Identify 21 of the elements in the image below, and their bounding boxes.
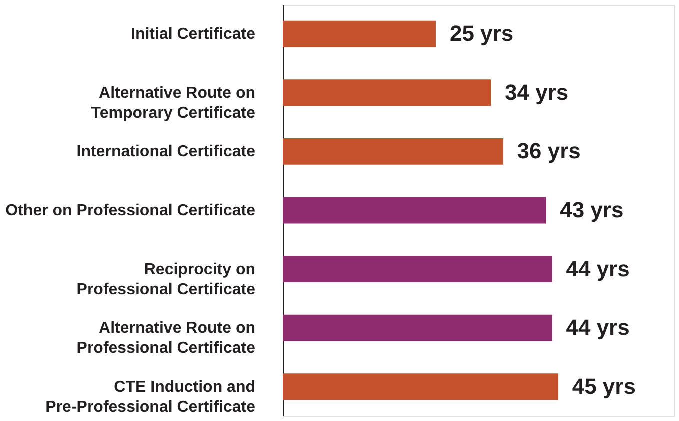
data-label: 44 yrs: [566, 315, 630, 340]
bar: [283, 314, 552, 342]
y-tick-label: Alternative Route on Temporary Certificate: [91, 84, 256, 122]
y-tick-label: Reciprocity on Professional Certificate: [76, 261, 256, 298]
bar: [283, 256, 552, 283]
y-tick-label: International Certificate: [76, 144, 256, 161]
y-tick-label: Other on Professional Certificate: [6, 202, 256, 220]
data-label: 44 yrs: [566, 256, 630, 282]
bar: [283, 374, 558, 400]
y-tick-label: Alternative Route on Professional Certificate: [76, 320, 256, 358]
bar: [283, 197, 546, 224]
data-label: 45 yrs: [572, 374, 636, 399]
bar: [283, 80, 492, 106]
y-tick-label: Initial Certificate: [131, 26, 256, 44]
data-label: 43 yrs: [560, 198, 624, 222]
bar: [283, 138, 504, 165]
bar: [283, 20, 436, 48]
y-tick-label: CTE Induction and Pre-Professional Certificate: [46, 378, 256, 416]
data-label: 36 yrs: [517, 138, 581, 164]
data-label: 34 yrs: [505, 80, 569, 105]
data-label: 25 yrs: [450, 21, 514, 46]
